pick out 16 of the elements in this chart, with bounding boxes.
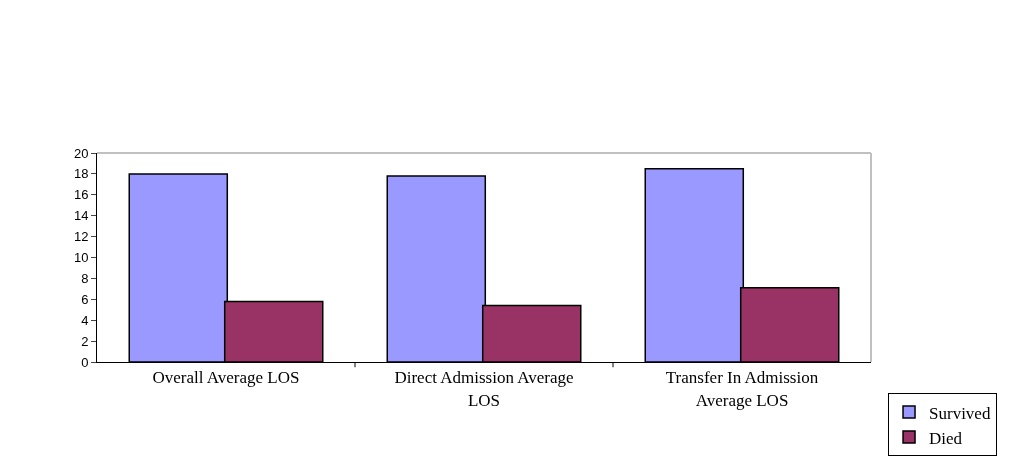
x-tick-label: Overall Average LOS [152,368,300,388]
y-tick-label: 12 [73,229,89,245]
legend-label: Survived [929,403,991,423]
x-tick-label: Direct Admission Average LOS [394,368,574,410]
x-tick-label: Transfer In Admission Average LOS [665,368,819,410]
y-tick-label: 18 [73,166,89,182]
y-tick-label: 2 [81,333,89,349]
y-tick-label: 6 [81,291,89,307]
y-tick-label: 4 [81,312,89,328]
y-tick-label: 16 [73,187,89,203]
legend-label: Died [929,428,963,448]
y-tick-label: 10 [73,250,89,266]
y-tick-label: 14 [73,208,89,224]
y-tick-label: 20 [73,145,89,161]
y-tick-label: 8 [81,270,89,286]
y-tick-label: 0 [81,354,89,370]
